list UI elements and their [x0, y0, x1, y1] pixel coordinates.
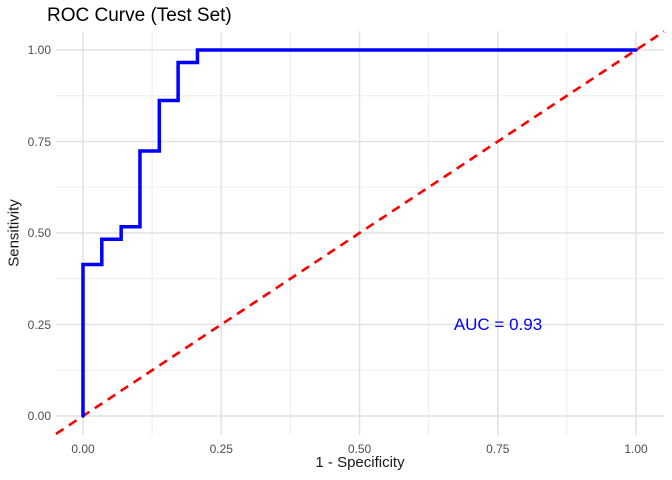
- x-tick-label: 0.75: [486, 442, 510, 456]
- y-tick-label: 0.50: [27, 226, 51, 240]
- y-tick-label: 1.00: [27, 43, 51, 57]
- x-tick-label: 0.25: [209, 442, 233, 456]
- y-tick-label: 0.75: [27, 134, 51, 149]
- x-tick-label: 1.00: [624, 442, 648, 456]
- x-axis-title: 1 - Specificity: [315, 454, 405, 471]
- roc-curve-line: [81, 48, 638, 418]
- chart-title: ROC Curve (Test Set): [47, 5, 232, 26]
- auc-annotation: AUC = 0.93: [453, 315, 543, 334]
- y-tick-label: 0.25: [27, 317, 51, 332]
- x-tick-label: 0.00: [71, 442, 95, 456]
- chance-diagonal-line: [55, 30, 665, 435]
- y-tick-label: 0.00: [27, 409, 51, 423]
- x-tick-label: 0.50: [347, 442, 372, 456]
